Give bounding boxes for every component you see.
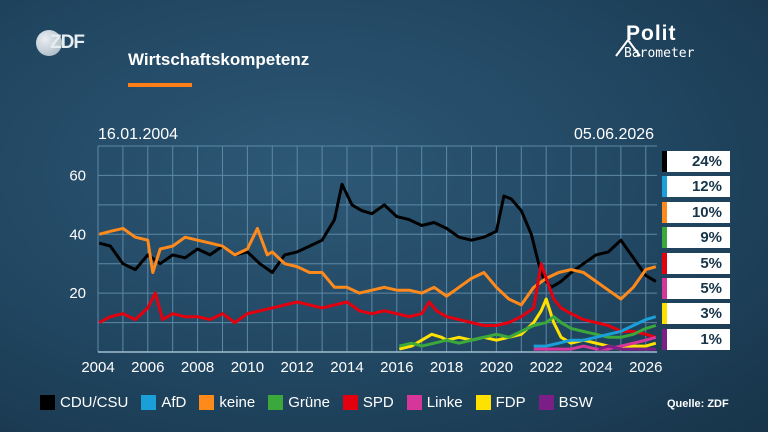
- series-line-afd: [533, 315, 657, 348]
- badge-value: 24%: [691, 153, 722, 170]
- legend-swatch: [268, 395, 284, 410]
- badge-afd: 12%: [662, 176, 730, 198]
- badge-color-bar: [662, 227, 667, 249]
- badge-spd: 5%: [662, 252, 730, 274]
- politbarometer-logo-mark: [615, 39, 641, 57]
- series-line-gr-ne: [398, 315, 657, 348]
- legend-item-linke: Linke: [406, 394, 463, 411]
- badge-cdu-csu: 24%: [662, 151, 730, 172]
- legend-swatch: [40, 395, 55, 410]
- legend-swatch: [342, 395, 358, 410]
- legend-swatch: [538, 395, 554, 410]
- badge-color-bar: [662, 252, 667, 274]
- series-line-bsw: [598, 344, 656, 351]
- legend-item-keine: keine: [199, 394, 255, 411]
- badge-color-bar: [662, 151, 667, 172]
- legend-item-afd: AfD: [141, 394, 186, 411]
- badge-color-bar: [662, 278, 667, 299]
- politbarometer-barometer: Barometer: [624, 46, 695, 61]
- chart-series: [98, 182, 657, 351]
- zdf-logo-text: ZDF: [50, 32, 85, 53]
- x-tick-label: 2004: [81, 359, 114, 376]
- badge-color-bar: [662, 176, 667, 198]
- series-line-spd: [98, 262, 657, 339]
- politbarometer-polit: Polit: [626, 22, 677, 45]
- x-tick-label: 2020: [480, 359, 513, 376]
- chart-grid: [97, 145, 657, 353]
- date-end: 05.06.2026: [574, 126, 655, 143]
- badge-fdp: 3%: [662, 303, 730, 325]
- title-accent-bar: [128, 83, 192, 87]
- badge-value: 5%: [700, 254, 722, 272]
- badge-linke: 5%: [662, 278, 730, 299]
- x-tick-label: 2010: [231, 359, 264, 376]
- x-tick-label: 2014: [330, 359, 363, 376]
- source-note: Quelle: ZDF: [667, 398, 729, 410]
- series-line-keine: [98, 226, 657, 307]
- legend-label: Linke: [426, 394, 463, 411]
- legend-label: FDP: [495, 394, 526, 411]
- y-tick-label: 40: [69, 226, 86, 243]
- legend-label: CDU/CSU: [60, 394, 129, 411]
- badge-value: 5%: [700, 280, 722, 297]
- legend-swatch: [141, 395, 157, 410]
- badge-keine: 10%: [662, 201, 730, 223]
- legend-label: BSW: [558, 394, 593, 411]
- x-tick-label: 2016: [380, 359, 413, 376]
- badge-value: 3%: [700, 305, 722, 323]
- chart-legend: CDU/CSU AfD keine Grüne SPD Linke FDP BSW: [40, 394, 593, 411]
- legend-label: Grüne: [288, 394, 330, 411]
- legend-swatch: [406, 395, 422, 410]
- date-start: 16.01.2004: [98, 126, 179, 143]
- x-tick-label: 2022: [530, 359, 563, 376]
- zdf-logo: ZDF: [36, 30, 92, 56]
- y-tick-label: 60: [69, 167, 86, 184]
- zdf-logo-circle: [36, 30, 62, 56]
- legend-swatch: [475, 395, 491, 410]
- badge-gr-ne: 9%: [662, 227, 730, 249]
- x-tick-label: 2012: [281, 359, 314, 376]
- legend-label: keine: [219, 394, 256, 411]
- legend-item-cdu-csu: CDU/CSU: [40, 394, 128, 411]
- x-tick-label: 2018: [430, 359, 463, 376]
- y-axis-ticks: 20 40 60: [69, 167, 86, 302]
- legend-item-bsw: BSW: [538, 394, 593, 411]
- legend-item-fdp: FDP: [475, 394, 526, 411]
- badge-color-bar: [662, 201, 667, 223]
- x-axis-ticks: 2004 2006 2008 2010 2012 2014 2016 2018 2020 2022…: [81, 359, 662, 376]
- badge-value: 1%: [700, 330, 722, 348]
- legend-swatch: [199, 395, 215, 410]
- badge-value: 9%: [700, 229, 722, 247]
- series-line-linke: [533, 335, 657, 351]
- badge-value: 10%: [691, 203, 722, 221]
- legend-item-spd: SPD: [342, 394, 394, 411]
- politbarometer-logo: Polit Barometer: [610, 22, 720, 70]
- chart-title: Wirtschaftskompetenz: [128, 50, 310, 69]
- x-tick-label: 2008: [181, 359, 214, 376]
- legend-label: SPD: [362, 394, 394, 411]
- x-tick-label: 2006: [131, 359, 164, 376]
- legend-label: AfD: [161, 394, 187, 411]
- badge-color-bar: [662, 328, 667, 350]
- legend-item-gr-ne: Grüne: [268, 394, 330, 411]
- x-tick-label: 2026: [629, 359, 662, 376]
- badge-color-bar: [662, 303, 667, 325]
- badge-value: 12%: [691, 178, 722, 196]
- badge-bsw: 1%: [662, 328, 730, 350]
- x-tick-label: 2024: [579, 359, 612, 376]
- y-tick-label: 20: [69, 285, 86, 302]
- series-line-cdu-csu: [98, 182, 657, 289]
